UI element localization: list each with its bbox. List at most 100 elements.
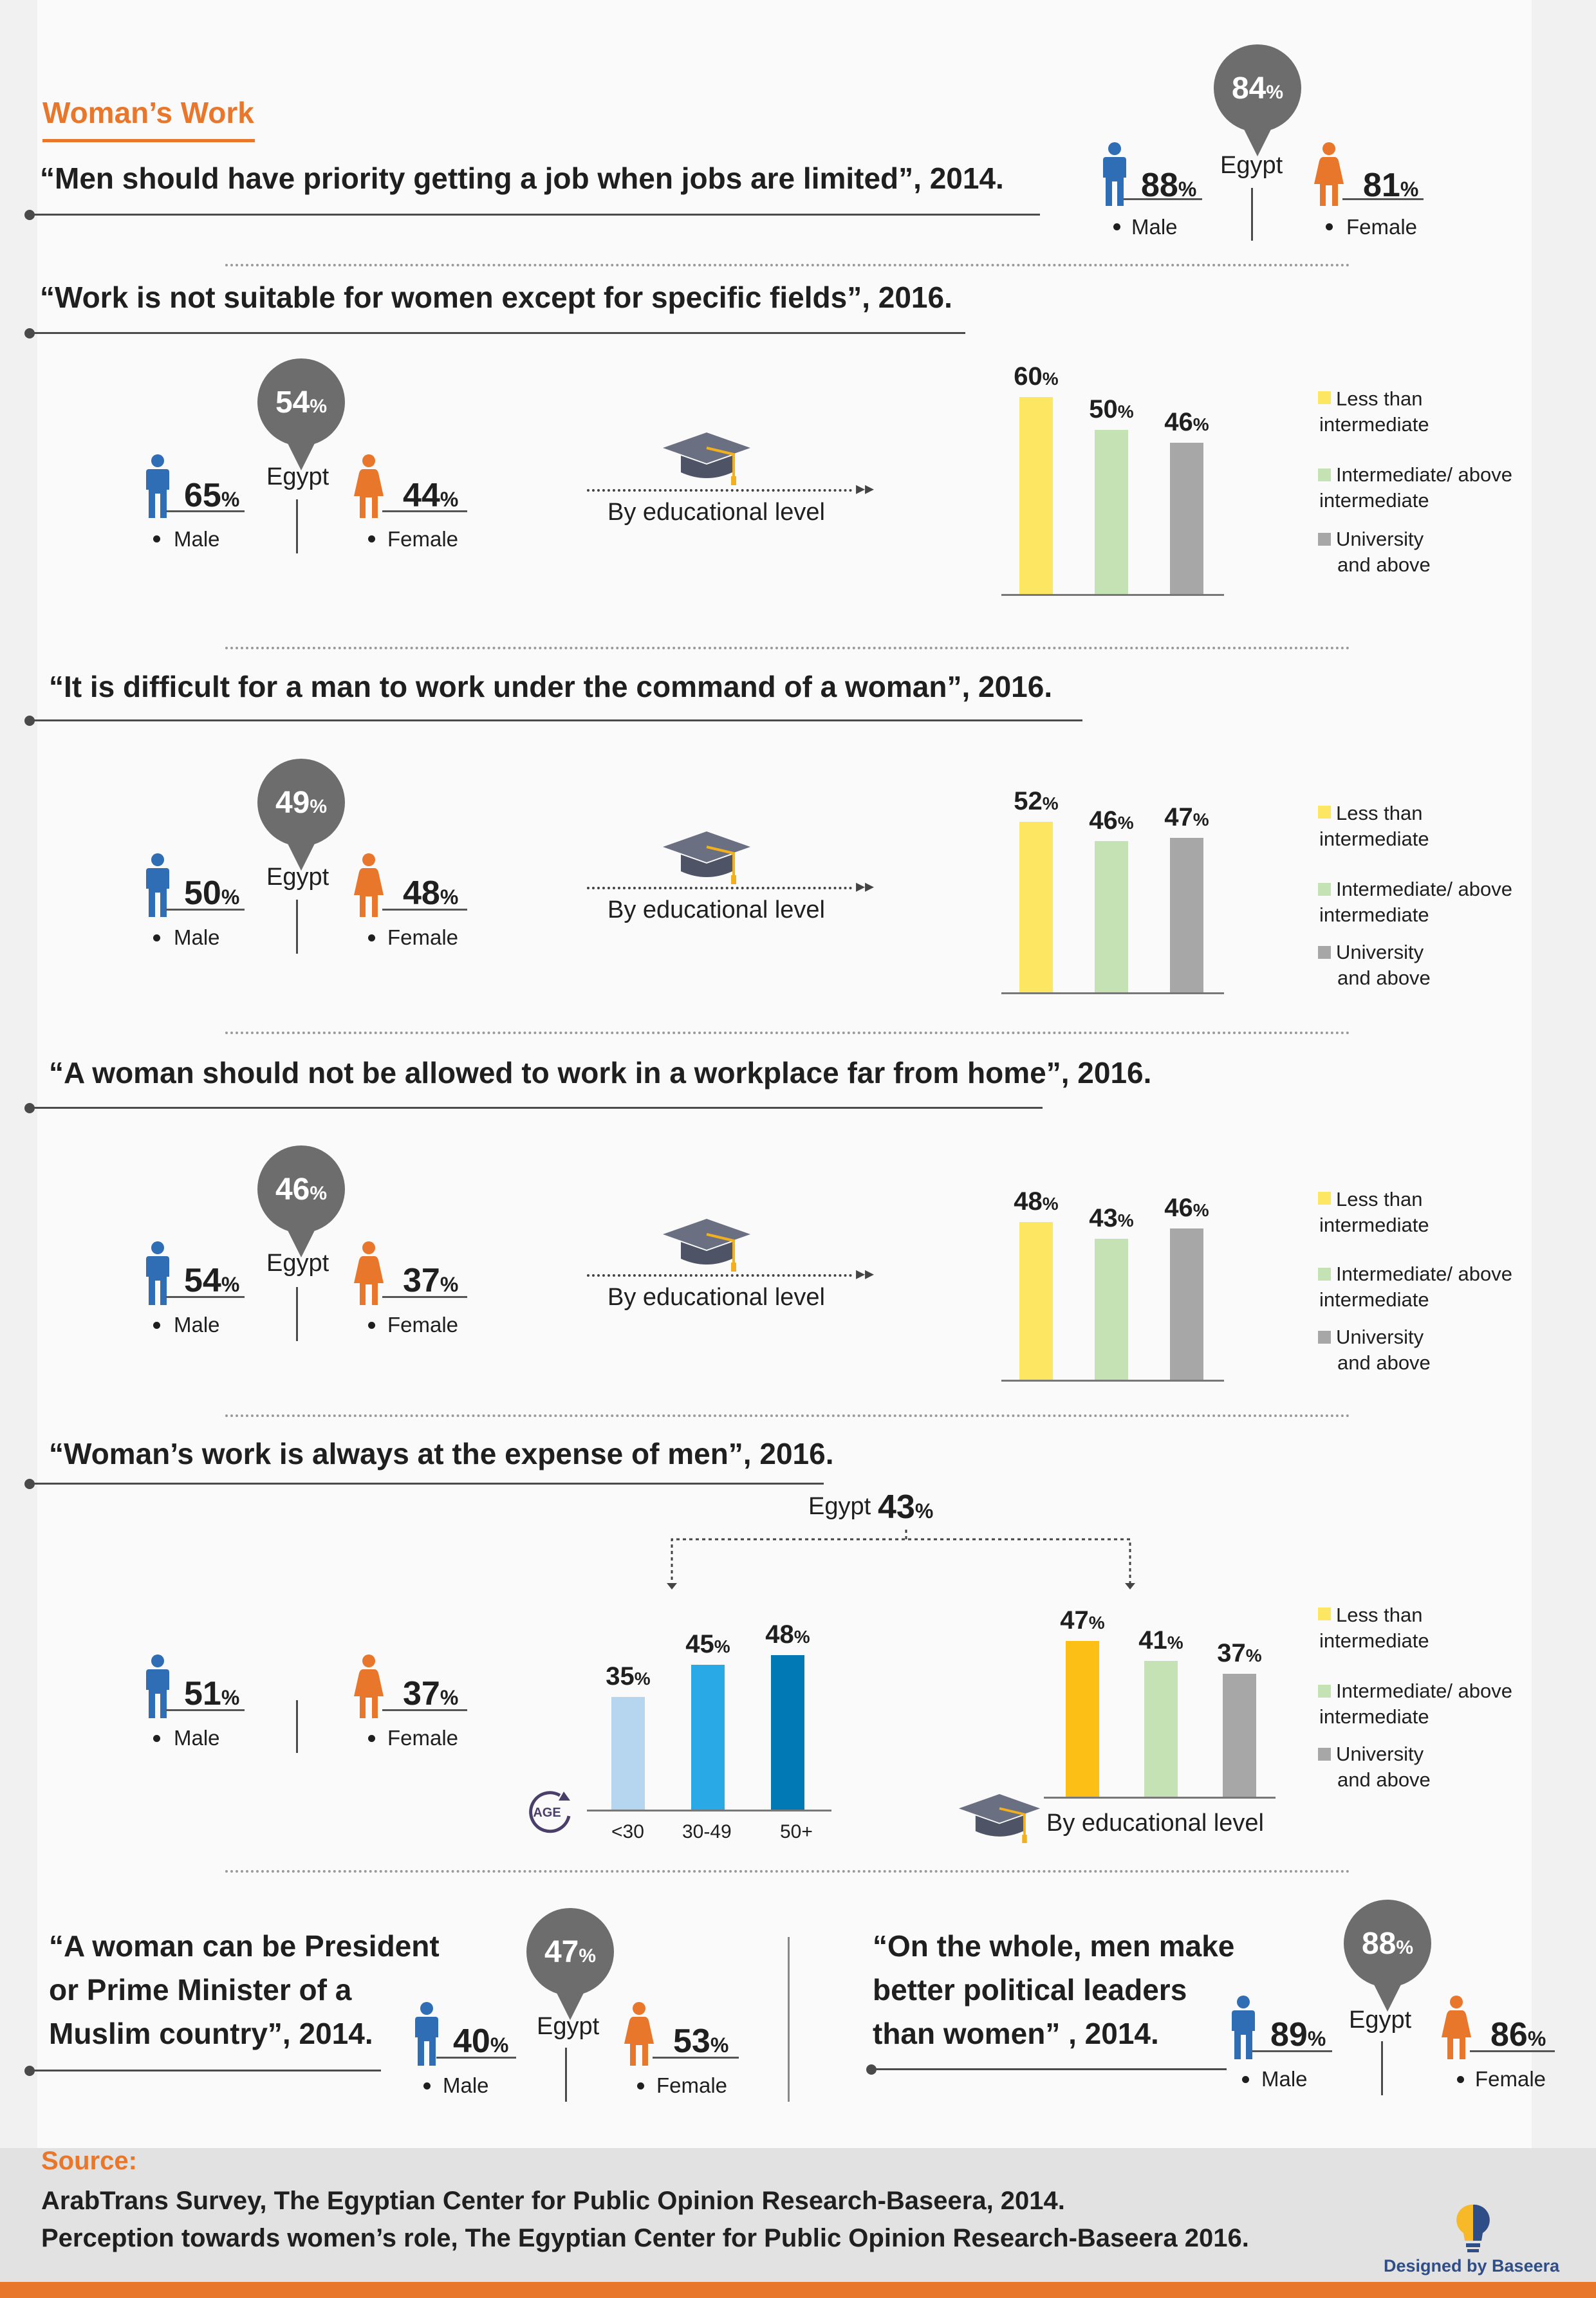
legend-swatch-less-than xyxy=(1318,1192,1331,1205)
male-icon xyxy=(414,2001,440,2066)
s7-male-value: 89% xyxy=(1270,2016,1326,2053)
legend-intermediate: Intermediate/ above intermediate xyxy=(1319,878,1513,926)
by-edu-label: By educational level xyxy=(608,1284,825,1311)
legend-swatch-less-than xyxy=(1318,1608,1331,1620)
question-7-line-2: better political leaders xyxy=(873,1973,1187,2006)
s2-female-underline xyxy=(382,510,467,512)
female-icon xyxy=(354,853,384,917)
edu-university-bar xyxy=(1170,838,1203,992)
s2-egypt-divider xyxy=(296,499,298,553)
source-line-2: Perception towards women’s role, The Egy… xyxy=(41,2224,1249,2252)
s5-female-value: 37% xyxy=(403,1675,459,1712)
s2-egypt-label: Egypt xyxy=(266,463,329,490)
female-icon xyxy=(354,454,384,518)
section-title-underline xyxy=(42,139,255,142)
s2-male-underline xyxy=(166,510,245,512)
question-1-text: “Men should have priority getting a job … xyxy=(40,162,1004,195)
s7-male-label: Male xyxy=(1261,2067,1308,2091)
s1-egypt-label: Egypt xyxy=(1220,152,1283,179)
legend-university: University and above xyxy=(1336,1326,1431,1374)
edu-less-than-value-label: 48% xyxy=(1014,1187,1059,1216)
female-icon xyxy=(624,2001,654,2066)
question-6-text: “A woman can be President or Prime Minis… xyxy=(49,1924,440,2055)
s1-female-label: Female xyxy=(1346,215,1418,239)
s4-male-label: Male xyxy=(174,1313,220,1337)
edu-intermediate-value-label: 46% xyxy=(1089,806,1134,835)
legend-swatch-intermediate xyxy=(1318,1685,1331,1698)
s1-egypt-divider xyxy=(1251,188,1253,241)
s3-egypt-label: Egypt xyxy=(266,864,329,891)
male-icon xyxy=(145,1241,171,1305)
edu-less-than-value-label: 47% xyxy=(1060,1606,1105,1635)
s6-male-bullet xyxy=(423,2082,431,2090)
s4-male-bullet xyxy=(153,1322,160,1329)
double-arrow-icon: ▸▸ xyxy=(856,478,875,498)
s6-egypt-label: Egypt xyxy=(537,2013,600,2040)
edu-intermediate-bar xyxy=(1095,1238,1128,1380)
male-icon xyxy=(1102,142,1127,206)
source-title: Source: xyxy=(41,2147,137,2175)
s6-female-value: 53% xyxy=(673,2023,729,2060)
s7-egypt-value: 88% xyxy=(1361,1927,1414,1961)
legend-intermediate: Intermediate/ above intermediate xyxy=(1319,1263,1513,1311)
s3-male-underline xyxy=(166,909,245,911)
question-4-underline xyxy=(30,1107,1043,1109)
edu-less-than-bar xyxy=(1019,1222,1053,1380)
question-6-line-3: Muslim country”, 2014. xyxy=(49,2017,373,2050)
edu-university-bar xyxy=(1170,443,1203,594)
edu-university-bar xyxy=(1170,1228,1203,1380)
graduation-cap-icon xyxy=(662,1216,752,1274)
section-divider xyxy=(225,264,1350,266)
s1-male-label: Male xyxy=(1131,215,1178,239)
s3-female-bullet xyxy=(368,934,375,941)
legend-university: University and above xyxy=(1336,1743,1431,1791)
section-title: Woman’s Work xyxy=(42,96,254,129)
s2-egypt-value: 54% xyxy=(275,385,328,420)
s5-egypt-label: Egypt xyxy=(808,1493,871,1520)
age-tick-50plus: 50+ xyxy=(780,1821,813,1842)
s7-female-underline xyxy=(1470,2050,1555,2052)
male-icon xyxy=(145,454,171,518)
double-arrow-icon: ▸▸ xyxy=(856,876,875,896)
legend-swatch-university xyxy=(1318,1331,1331,1344)
s1-male-underline xyxy=(1124,198,1202,200)
section-divider xyxy=(225,1414,1350,1417)
legend-swatch-university xyxy=(1318,533,1331,546)
question-6-line-2: or Prime Minister of a xyxy=(49,1973,352,2006)
graduation-cap-icon xyxy=(662,829,752,887)
edu-less-than-bar xyxy=(1066,1640,1099,1797)
s2-male-value: 65% xyxy=(184,477,240,514)
section-divider xyxy=(225,647,1350,649)
edu-intermediate-value-label: 41% xyxy=(1138,1626,1183,1654)
s4-egypt-divider xyxy=(296,1287,298,1341)
question-2-text: “Work is not suitable for women except f… xyxy=(40,281,952,314)
s3-egypt-divider xyxy=(296,900,298,954)
s5-male-value: 51% xyxy=(184,1675,240,1712)
edu-less-than-value-label: 52% xyxy=(1014,786,1059,815)
age-tick-lt30: <30 xyxy=(611,1821,644,1842)
female-icon xyxy=(354,1241,384,1305)
question-3-underline xyxy=(30,719,1082,721)
legend-less-than: Less than intermediate xyxy=(1319,802,1429,850)
legend-university: University and above xyxy=(1336,941,1431,989)
s2-male-label: Male xyxy=(174,527,220,551)
s3-chart-axis xyxy=(1001,992,1224,994)
legend-swatch-university xyxy=(1318,946,1331,959)
s7-female-bullet xyxy=(1457,2076,1464,2083)
s4-chart-axis xyxy=(1001,1380,1224,1382)
age-30-49-value-label: 45% xyxy=(685,1630,730,1658)
age-30-49-bar xyxy=(691,1665,725,1810)
age-lt30-bar xyxy=(611,1697,645,1810)
s6-egypt-divider xyxy=(565,2048,567,2102)
edu-intermediate-bar xyxy=(1095,430,1128,594)
edu-dotted-arrow xyxy=(587,887,852,889)
s5-male-bullet xyxy=(153,1735,160,1742)
s5-edu-axis xyxy=(1044,1797,1276,1799)
edu-university-bar xyxy=(1223,1674,1256,1797)
footer-background xyxy=(0,2148,1596,2282)
by-edu-label: By educational level xyxy=(608,499,825,526)
double-arrow-icon: ▸▸ xyxy=(856,1263,875,1283)
s4-egypt-value: 46% xyxy=(275,1172,328,1207)
s6-egypt-value: 47% xyxy=(544,1935,597,1969)
bottom-column-divider xyxy=(788,1937,790,2102)
